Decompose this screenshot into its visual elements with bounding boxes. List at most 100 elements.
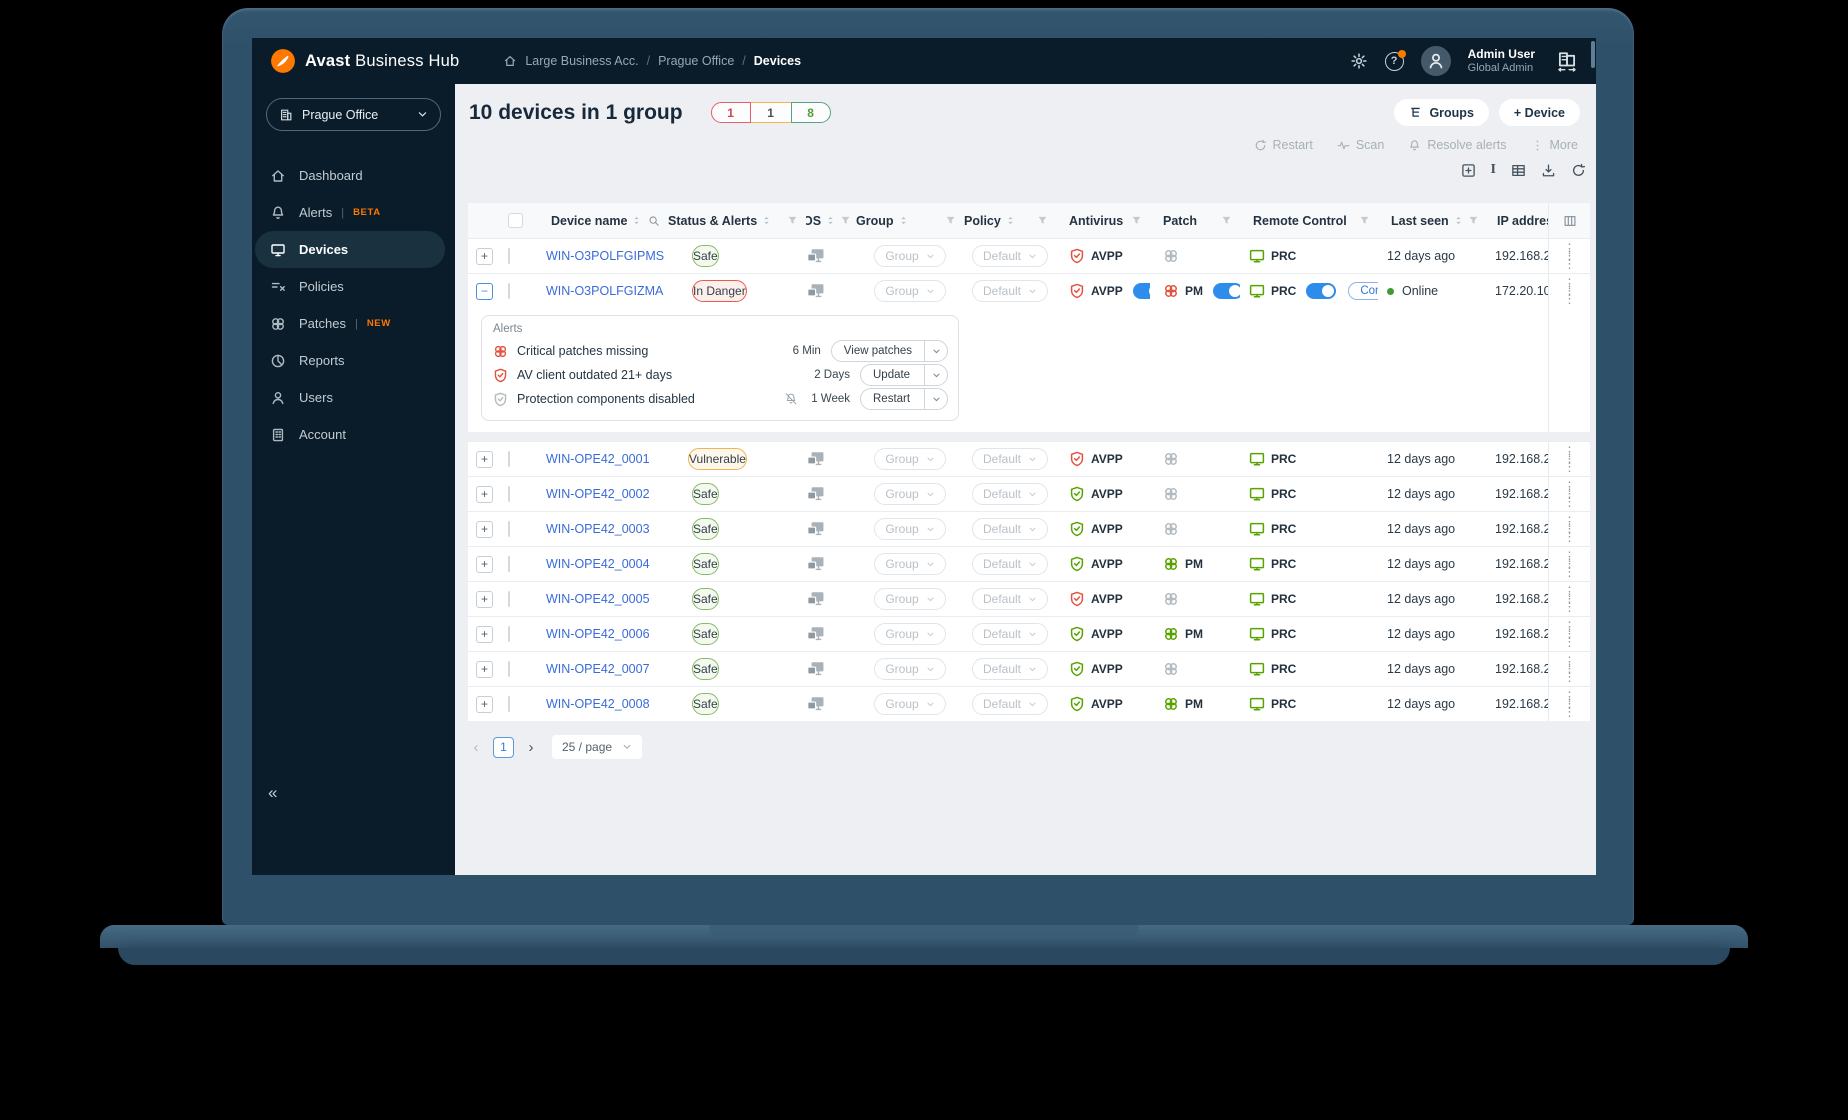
row-expander-button[interactable]: +: [476, 625, 493, 643]
sort-icon[interactable]: [898, 215, 909, 226]
add-device-button[interactable]: + Device: [1498, 99, 1580, 126]
column-label[interactable]: Status & Alerts: [668, 213, 758, 228]
row-checkbox[interactable]: [508, 283, 510, 299]
funnel-icon[interactable]: [945, 215, 956, 226]
device-name-link[interactable]: WIN-OPE42_0008: [546, 697, 650, 711]
remote-toggle[interactable]: [1306, 283, 1337, 299]
funnel-icon[interactable]: [840, 215, 851, 226]
sidebar-item-devices[interactable]: Devices: [255, 231, 445, 268]
row-checkbox[interactable]: [508, 696, 510, 712]
row-checkbox[interactable]: [508, 451, 510, 467]
policy-dropdown[interactable]: Default: [971, 658, 1049, 680]
row-checkbox[interactable]: [508, 556, 510, 572]
group-dropdown[interactable]: Group: [874, 245, 946, 267]
action-resolve-alerts[interactable]: Resolve alerts: [1408, 138, 1507, 152]
sidebar-item-policies[interactable]: Policies: [255, 268, 445, 305]
kebab-menu[interactable]: ⋮ ⋮ ⋮: [1563, 241, 1576, 271]
policy-dropdown[interactable]: Default: [971, 693, 1049, 715]
sort-icon[interactable]: [1453, 215, 1464, 226]
column-label[interactable]: IP address: [1497, 213, 1548, 228]
user-menu[interactable]: Admin User Global Admin: [1468, 47, 1535, 76]
avatar[interactable]: [1420, 46, 1451, 76]
breadcrumb-item[interactable]: Prague Office: [658, 54, 735, 68]
refresh-table-icon[interactable]: [1571, 163, 1586, 178]
group-dropdown[interactable]: Group: [874, 658, 946, 680]
funnel-icon[interactable]: [1468, 215, 1479, 226]
alert-action-chevron[interactable]: [924, 364, 948, 386]
alert-action-chevron[interactable]: [924, 388, 948, 410]
group-dropdown[interactable]: Group: [874, 553, 946, 575]
row-expander-button[interactable]: +: [476, 555, 493, 573]
kebab-menu[interactable]: ⋮ ⋮ ⋮: [1563, 549, 1576, 579]
kebab-menu[interactable]: ⋮ ⋮ ⋮: [1563, 276, 1576, 306]
device-count-badge-danger[interactable]: 1: [710, 102, 751, 123]
alert-action-main[interactable]: Restart: [860, 388, 924, 410]
search-icon[interactable]: [648, 215, 660, 227]
device-name-link[interactable]: WIN-O3POLFGIZMA: [546, 284, 664, 298]
group-dropdown[interactable]: Group: [874, 588, 946, 610]
row-expander-button[interactable]: +: [476, 485, 493, 503]
row-checkbox[interactable]: [508, 661, 510, 677]
prev-page-button[interactable]: ‹: [473, 738, 479, 756]
policy-dropdown[interactable]: Default: [971, 518, 1049, 540]
row-expander-button[interactable]: +: [476, 660, 493, 678]
alert-action-chevron[interactable]: [924, 340, 948, 362]
policy-dropdown[interactable]: Default: [971, 553, 1049, 575]
sort-icon[interactable]: [1005, 215, 1016, 226]
expand-all-icon[interactable]: [1461, 163, 1476, 178]
per-page-select[interactable]: 25 / page: [552, 735, 643, 759]
group-dropdown[interactable]: Group: [874, 623, 946, 645]
row-expander-button[interactable]: +: [476, 520, 493, 538]
row-checkbox[interactable]: [508, 486, 510, 502]
scrollbar-thumb[interactable]: [1591, 41, 1595, 68]
device-name-link[interactable]: WIN-OPE42_0001: [546, 452, 650, 466]
download-icon[interactable]: [1541, 163, 1556, 178]
column-label[interactable]: Last seen: [1391, 213, 1449, 228]
action-more[interactable]: More: [1531, 138, 1578, 152]
device-name-link[interactable]: WIN-OPE42_0006: [546, 627, 650, 641]
group-dropdown[interactable]: Group: [874, 483, 946, 505]
alert-action-main[interactable]: Update: [860, 364, 924, 386]
row-checkbox[interactable]: [508, 626, 510, 642]
sort-icon[interactable]: [631, 215, 642, 226]
device-name-link[interactable]: WIN-OPE42_0003: [546, 522, 650, 536]
policy-dropdown[interactable]: Default: [971, 245, 1049, 267]
funnel-icon[interactable]: [1131, 215, 1142, 226]
row-expander-button[interactable]: −: [476, 282, 493, 300]
kebab-menu[interactable]: ⋮ ⋮ ⋮: [1563, 444, 1576, 474]
next-page-button[interactable]: ›: [528, 738, 534, 756]
kebab-menu[interactable]: ⋮ ⋮ ⋮: [1563, 479, 1576, 509]
policy-dropdown[interactable]: Default: [971, 588, 1049, 610]
action-scan[interactable]: Scan: [1337, 138, 1384, 152]
text-cursor-icon[interactable]: I: [1490, 162, 1496, 177]
kebab-menu[interactable]: ⋮ ⋮ ⋮: [1563, 654, 1576, 684]
policy-dropdown[interactable]: Default: [971, 483, 1049, 505]
funnel-icon[interactable]: [1221, 215, 1232, 226]
gear-icon[interactable]: [1350, 52, 1368, 70]
grid-view-icon[interactable]: [1511, 163, 1526, 178]
kebab-menu[interactable]: ⋮ ⋮ ⋮: [1563, 689, 1576, 719]
column-label[interactable]: Group: [856, 213, 894, 228]
group-dropdown[interactable]: Group: [874, 448, 946, 470]
alert-action-main[interactable]: View patches: [830, 340, 924, 362]
column-label[interactable]: OS: [806, 213, 822, 228]
sidebar-item-patches[interactable]: Patches | NEW: [255, 305, 445, 342]
row-checkbox[interactable]: [508, 521, 510, 537]
row-expander-button[interactable]: +: [476, 590, 493, 608]
device-count-badge-warning[interactable]: 1: [750, 102, 791, 123]
funnel-icon[interactable]: [1037, 215, 1048, 226]
funnel-icon[interactable]: [787, 215, 798, 226]
muted-bell-icon[interactable]: [784, 392, 798, 406]
device-name-link[interactable]: WIN-OPE42_0005: [546, 592, 650, 606]
row-expander-button[interactable]: +: [476, 247, 493, 265]
column-label[interactable]: Remote Control: [1253, 213, 1347, 228]
action-restart[interactable]: Restart: [1254, 138, 1313, 152]
sidebar-item-reports[interactable]: Reports: [255, 342, 445, 379]
policy-dropdown[interactable]: Default: [971, 448, 1049, 470]
kebab-menu[interactable]: ⋮ ⋮ ⋮: [1563, 619, 1576, 649]
sidebar-collapse-button[interactable]: «: [268, 783, 278, 802]
device-count-badge-success[interactable]: 8: [790, 102, 831, 123]
sidebar-item-users[interactable]: Users: [255, 379, 445, 416]
company-switch-icon[interactable]: [1556, 50, 1578, 72]
device-name-link[interactable]: WIN-O3POLFGIPMS: [546, 249, 665, 263]
